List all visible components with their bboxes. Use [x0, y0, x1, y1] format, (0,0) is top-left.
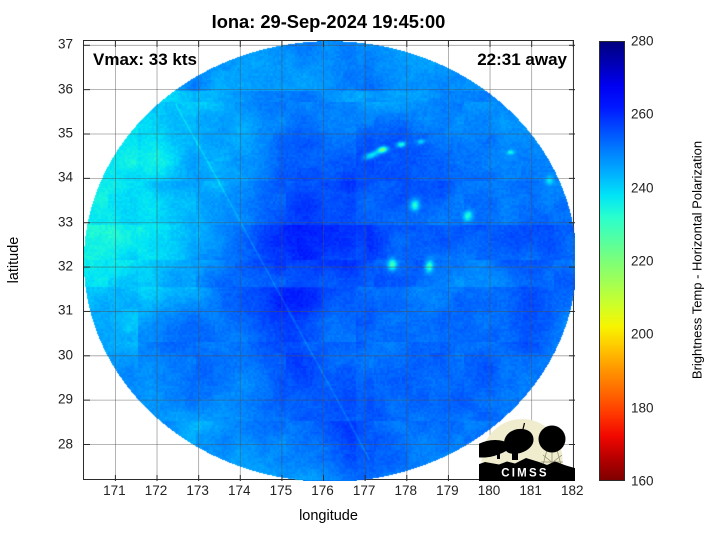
svg-text:CIMSS: CIMSS	[501, 468, 548, 480]
